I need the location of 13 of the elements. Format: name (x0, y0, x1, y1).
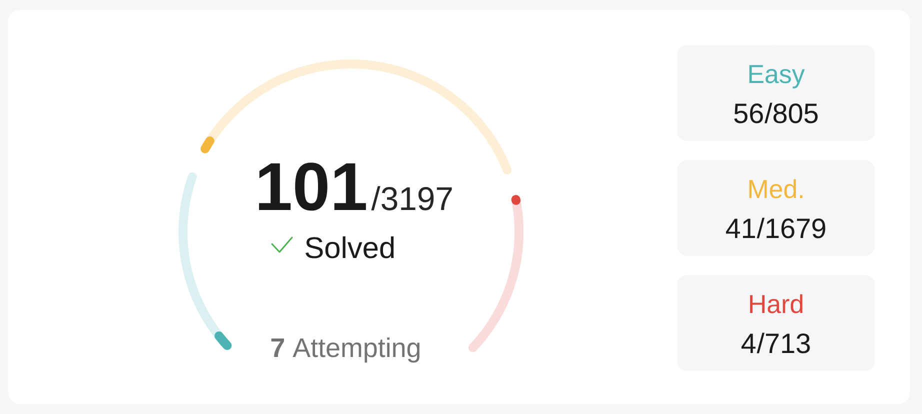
text: 7 Attempting (271, 338, 420, 363)
text: 101 (259, 162, 366, 211)
category-label: Easy (749, 65, 805, 88)
category-label: Hard (750, 294, 802, 314)
data-label: /1679 (756, 218, 826, 238)
data-label: /805 (764, 102, 818, 124)
data-label: 56 (734, 104, 763, 124)
text: Solved (306, 236, 394, 258)
data-label: 41 (726, 218, 755, 238)
data-label: /713 (756, 332, 810, 354)
category-label: Med. (749, 179, 802, 198)
data-label: 4 (741, 334, 756, 353)
text: /3197 (371, 186, 452, 210)
